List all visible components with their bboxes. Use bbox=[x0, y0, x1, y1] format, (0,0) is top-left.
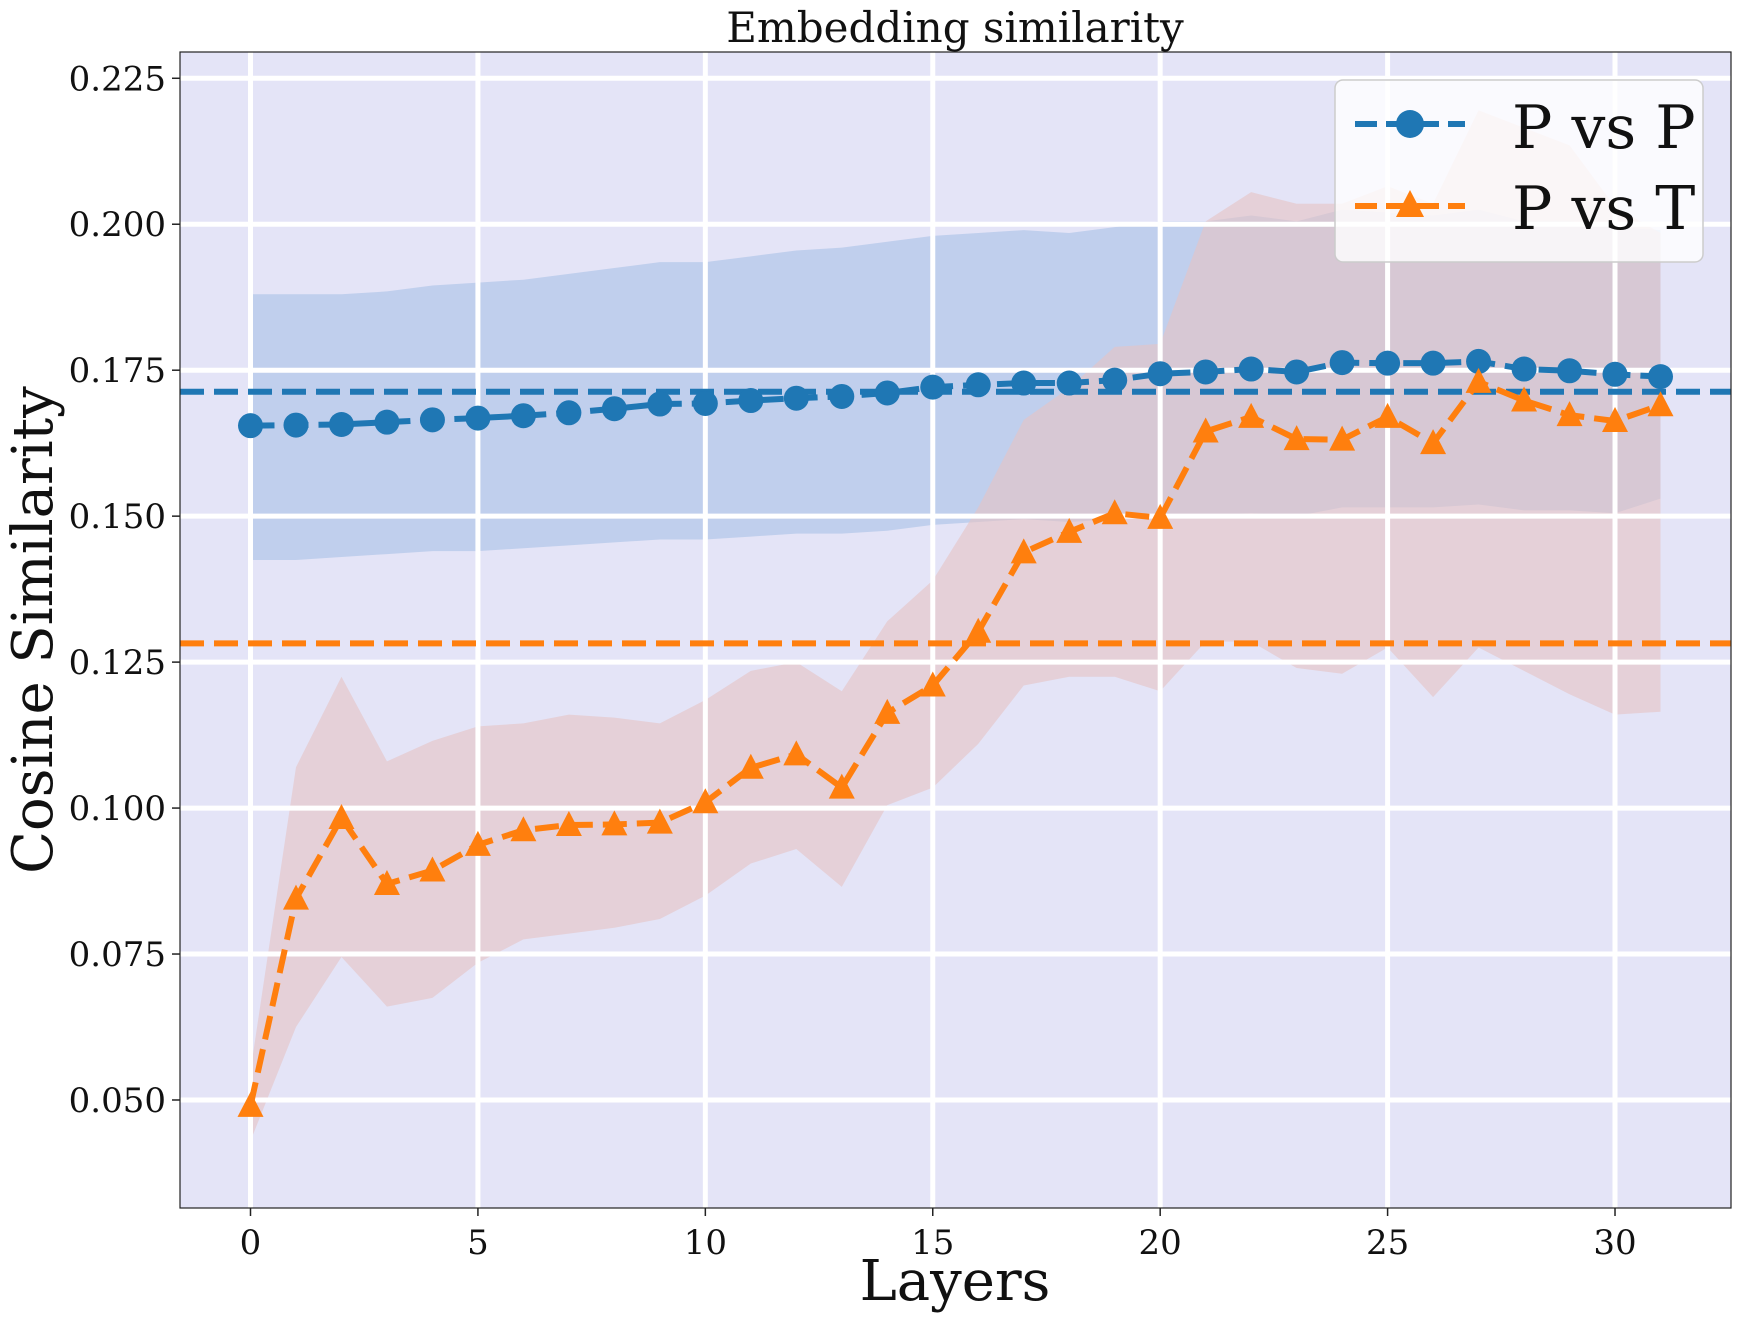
data-point-p-vs-p bbox=[1329, 350, 1355, 376]
x-tick-label: 0 bbox=[240, 1223, 262, 1263]
x-tick-label: 15 bbox=[911, 1223, 954, 1263]
x-tick-label: 20 bbox=[1139, 1223, 1182, 1263]
data-point-p-vs-p bbox=[510, 403, 536, 429]
data-point-p-vs-t bbox=[1374, 402, 1401, 428]
legend-marker-p-vs-t bbox=[1396, 190, 1424, 217]
data-point-p-vs-p bbox=[1011, 370, 1037, 396]
data-point-p-vs-p bbox=[1466, 348, 1492, 374]
data-point-p-vs-p bbox=[647, 391, 673, 417]
x-tick-label: 10 bbox=[684, 1223, 727, 1263]
data-point-p-vs-p bbox=[601, 396, 627, 422]
x-tick-label: 25 bbox=[1366, 1223, 1409, 1263]
data-point-p-vs-p bbox=[1602, 361, 1628, 387]
data-point-p-vs-p bbox=[465, 405, 491, 431]
plot-border bbox=[179, 51, 1732, 1209]
data-point-p-vs-p bbox=[374, 409, 400, 435]
data-point-p-vs-t bbox=[1465, 367, 1492, 393]
y-tick-label: 0.225 bbox=[69, 59, 166, 99]
y-tick-label: 0.100 bbox=[69, 789, 166, 829]
data-point-p-vs-p bbox=[328, 411, 354, 437]
legend-marker-p-vs-p bbox=[1396, 110, 1424, 138]
data-point-p-vs-p bbox=[1238, 356, 1264, 382]
legend-label-p-vs-t: P vs T bbox=[1512, 174, 1695, 244]
data-point-p-vs-t bbox=[646, 808, 673, 834]
data-point-p-vs-p bbox=[238, 413, 263, 439]
data-point-p-vs-t bbox=[828, 773, 855, 799]
x-axis-ticks: 0 5 10 15 20 25 30 bbox=[240, 1208, 1637, 1263]
data-point-p-vs-t bbox=[692, 788, 719, 814]
data-point-p-vs-t bbox=[1056, 517, 1083, 543]
data-point-p-vs-t bbox=[1192, 417, 1219, 443]
data-point-p-vs-t bbox=[464, 830, 491, 856]
data-point-p-vs-p bbox=[783, 385, 809, 411]
data-point-p-vs-t bbox=[874, 698, 901, 724]
data-point-p-vs-t bbox=[965, 617, 992, 643]
x-axis-label: Layers bbox=[860, 1249, 1051, 1314]
data-point-p-vs-p bbox=[920, 374, 946, 400]
data-point-p-vs-p bbox=[1056, 370, 1082, 396]
chart-title: Embedding similarity bbox=[726, 3, 1184, 52]
data-point-p-vs-t bbox=[555, 811, 582, 837]
data-point-p-vs-p bbox=[738, 388, 764, 414]
grid-lines bbox=[180, 52, 1731, 1208]
data-point-p-vs-t bbox=[1010, 538, 1037, 564]
y-tick-label: 0.150 bbox=[69, 497, 166, 537]
data-point-p-vs-t bbox=[1238, 402, 1265, 428]
x-tick-label: 5 bbox=[467, 1223, 489, 1263]
data-point-p-vs-t bbox=[237, 1091, 264, 1117]
data-series bbox=[237, 348, 1674, 1117]
data-point-p-vs-t bbox=[919, 671, 946, 697]
data-point-p-vs-t bbox=[737, 753, 764, 779]
data-point-p-vs-t bbox=[1556, 401, 1583, 427]
series-line-p-vs-t bbox=[247, 378, 1662, 1107]
data-point-p-vs-t bbox=[601, 810, 628, 836]
data-point-p-vs-t bbox=[1101, 499, 1128, 525]
x-tick-label: 30 bbox=[1593, 1223, 1636, 1263]
data-point-p-vs-p bbox=[965, 372, 991, 398]
data-point-p-vs-p bbox=[1557, 358, 1583, 384]
data-point-p-vs-p bbox=[1102, 367, 1128, 393]
data-point-p-vs-t bbox=[510, 816, 537, 842]
data-point-p-vs-p bbox=[419, 407, 445, 433]
legend-label-p-vs-p: P vs P bbox=[1512, 93, 1696, 163]
data-point-p-vs-t bbox=[1602, 406, 1629, 432]
data-point-p-vs-p bbox=[1511, 356, 1537, 382]
data-point-p-vs-t bbox=[373, 869, 400, 895]
y-tick-label: 0.050 bbox=[69, 1081, 166, 1121]
data-point-p-vs-p bbox=[1193, 359, 1219, 385]
data-point-p-vs-p bbox=[874, 380, 900, 406]
data-point-p-vs-p bbox=[1648, 364, 1673, 390]
data-point-p-vs-t bbox=[1511, 386, 1538, 412]
data-point-p-vs-t bbox=[1283, 425, 1310, 451]
legend: P vs P P vs T bbox=[1334, 79, 1704, 263]
y-axis-label: Cosine Similarity bbox=[1, 386, 66, 874]
data-point-p-vs-p bbox=[556, 400, 582, 426]
data-point-p-vs-t bbox=[1420, 429, 1447, 455]
data-point-p-vs-t bbox=[419, 856, 446, 882]
data-point-p-vs-t bbox=[1647, 391, 1674, 417]
data-point-p-vs-t bbox=[783, 740, 810, 766]
data-point-p-vs-t bbox=[282, 884, 309, 910]
data-point-p-vs-p bbox=[283, 412, 309, 438]
data-point-p-vs-p bbox=[829, 383, 855, 409]
data-point-p-vs-p bbox=[1284, 359, 1310, 385]
data-point-p-vs-p bbox=[692, 390, 718, 416]
y-axis-ticks: 0.050 0.075 0.100 0.125 0.150 0.175 0.200 0.225 bbox=[69, 59, 180, 1121]
data-point-p-vs-p bbox=[1147, 361, 1173, 387]
y-tick-label: 0.200 bbox=[69, 205, 166, 245]
data-point-p-vs-p bbox=[1375, 350, 1401, 376]
data-point-p-vs-t bbox=[1147, 503, 1174, 529]
y-tick-label: 0.075 bbox=[69, 935, 166, 975]
data-point-p-vs-t bbox=[328, 803, 355, 829]
data-point-p-vs-p bbox=[1420, 350, 1446, 376]
y-tick-label: 0.125 bbox=[69, 643, 166, 683]
data-point-p-vs-t bbox=[1329, 425, 1356, 451]
y-tick-label: 0.175 bbox=[69, 351, 166, 391]
